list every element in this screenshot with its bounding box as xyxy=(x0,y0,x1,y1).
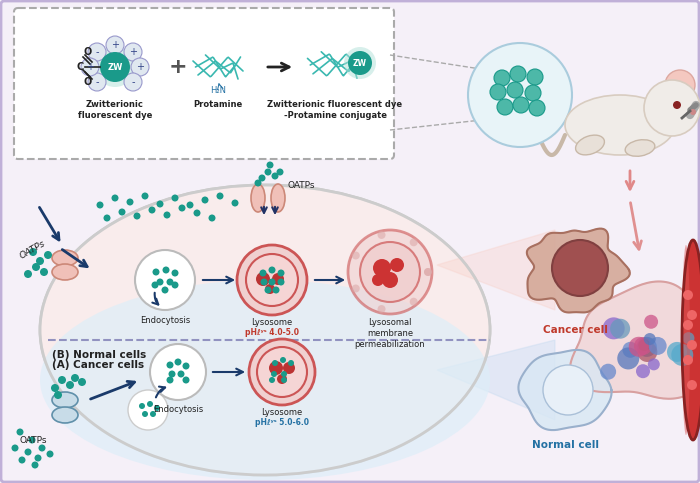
Ellipse shape xyxy=(682,245,690,435)
Circle shape xyxy=(390,258,404,272)
Circle shape xyxy=(265,169,272,175)
Text: Zwitterionic
fluorescent dye: Zwitterionic fluorescent dye xyxy=(78,100,152,120)
Circle shape xyxy=(277,270,284,276)
Text: +: + xyxy=(111,40,119,50)
Circle shape xyxy=(141,193,148,199)
Circle shape xyxy=(256,272,270,286)
Circle shape xyxy=(673,101,681,109)
Circle shape xyxy=(95,47,135,87)
Circle shape xyxy=(629,337,649,357)
Circle shape xyxy=(260,279,267,285)
Circle shape xyxy=(131,58,149,76)
Circle shape xyxy=(167,279,174,285)
Circle shape xyxy=(127,199,134,205)
Text: Endocytosis: Endocytosis xyxy=(153,405,203,414)
Text: Cancer cell: Cancer cell xyxy=(542,325,608,335)
Circle shape xyxy=(38,444,46,452)
Circle shape xyxy=(97,201,104,209)
Circle shape xyxy=(269,377,275,383)
Circle shape xyxy=(17,428,24,436)
Text: -: - xyxy=(132,77,134,87)
Circle shape xyxy=(600,364,616,380)
Circle shape xyxy=(24,270,32,278)
Circle shape xyxy=(172,270,178,276)
Polygon shape xyxy=(570,282,700,399)
Circle shape xyxy=(638,339,650,351)
Text: OATPs: OATPs xyxy=(288,181,316,189)
Circle shape xyxy=(44,251,52,259)
Circle shape xyxy=(644,333,656,345)
Circle shape xyxy=(513,97,529,113)
Circle shape xyxy=(118,209,125,215)
Circle shape xyxy=(128,390,168,430)
Circle shape xyxy=(257,347,307,397)
Text: Endocytosis: Endocytosis xyxy=(140,316,190,325)
Circle shape xyxy=(272,360,278,366)
Circle shape xyxy=(40,268,48,276)
Circle shape xyxy=(34,455,41,461)
Ellipse shape xyxy=(251,184,265,212)
Text: Normal cell: Normal cell xyxy=(531,440,598,450)
Circle shape xyxy=(682,332,694,344)
Circle shape xyxy=(377,231,386,239)
Circle shape xyxy=(153,269,160,275)
Circle shape xyxy=(78,378,86,386)
Circle shape xyxy=(525,85,541,101)
Ellipse shape xyxy=(52,250,78,266)
Circle shape xyxy=(276,169,284,175)
Text: pHℓʸˢ 4.0-5.0: pHℓʸˢ 4.0-5.0 xyxy=(245,328,299,337)
Circle shape xyxy=(265,284,275,294)
Circle shape xyxy=(164,212,171,218)
Circle shape xyxy=(271,371,277,377)
Circle shape xyxy=(644,80,700,136)
Circle shape xyxy=(373,259,391,277)
Circle shape xyxy=(71,374,79,382)
FancyBboxPatch shape xyxy=(14,8,394,159)
Circle shape xyxy=(124,43,142,61)
Circle shape xyxy=(172,195,178,201)
Circle shape xyxy=(424,268,432,276)
Circle shape xyxy=(622,342,638,358)
Circle shape xyxy=(134,213,141,219)
Polygon shape xyxy=(527,228,630,313)
Circle shape xyxy=(552,240,608,296)
Circle shape xyxy=(157,279,164,285)
Circle shape xyxy=(162,267,169,273)
Circle shape xyxy=(58,376,66,384)
Circle shape xyxy=(510,66,526,82)
Circle shape xyxy=(277,374,287,384)
Circle shape xyxy=(281,371,287,377)
Circle shape xyxy=(157,200,164,208)
Text: +: + xyxy=(86,62,94,72)
Circle shape xyxy=(634,337,652,355)
Ellipse shape xyxy=(625,140,654,156)
Circle shape xyxy=(209,214,216,222)
Circle shape xyxy=(529,100,545,116)
Circle shape xyxy=(183,377,190,384)
Circle shape xyxy=(88,73,106,91)
Circle shape xyxy=(193,210,200,216)
Circle shape xyxy=(46,451,53,457)
Circle shape xyxy=(104,214,111,222)
Circle shape xyxy=(283,362,295,374)
Circle shape xyxy=(269,361,283,375)
Circle shape xyxy=(272,273,284,285)
Circle shape xyxy=(154,405,160,411)
Circle shape xyxy=(139,403,145,409)
Circle shape xyxy=(81,58,99,76)
Circle shape xyxy=(172,282,178,288)
Ellipse shape xyxy=(565,95,675,155)
Circle shape xyxy=(360,242,420,302)
Circle shape xyxy=(637,337,657,357)
Circle shape xyxy=(603,317,624,340)
Circle shape xyxy=(410,238,418,246)
Text: +: + xyxy=(136,62,144,72)
Circle shape xyxy=(683,290,693,300)
Text: (A) Cancer cells: (A) Cancer cells xyxy=(52,360,144,370)
Circle shape xyxy=(267,161,274,169)
Circle shape xyxy=(88,43,106,61)
Circle shape xyxy=(186,201,193,209)
Circle shape xyxy=(150,411,156,417)
Polygon shape xyxy=(437,340,555,420)
